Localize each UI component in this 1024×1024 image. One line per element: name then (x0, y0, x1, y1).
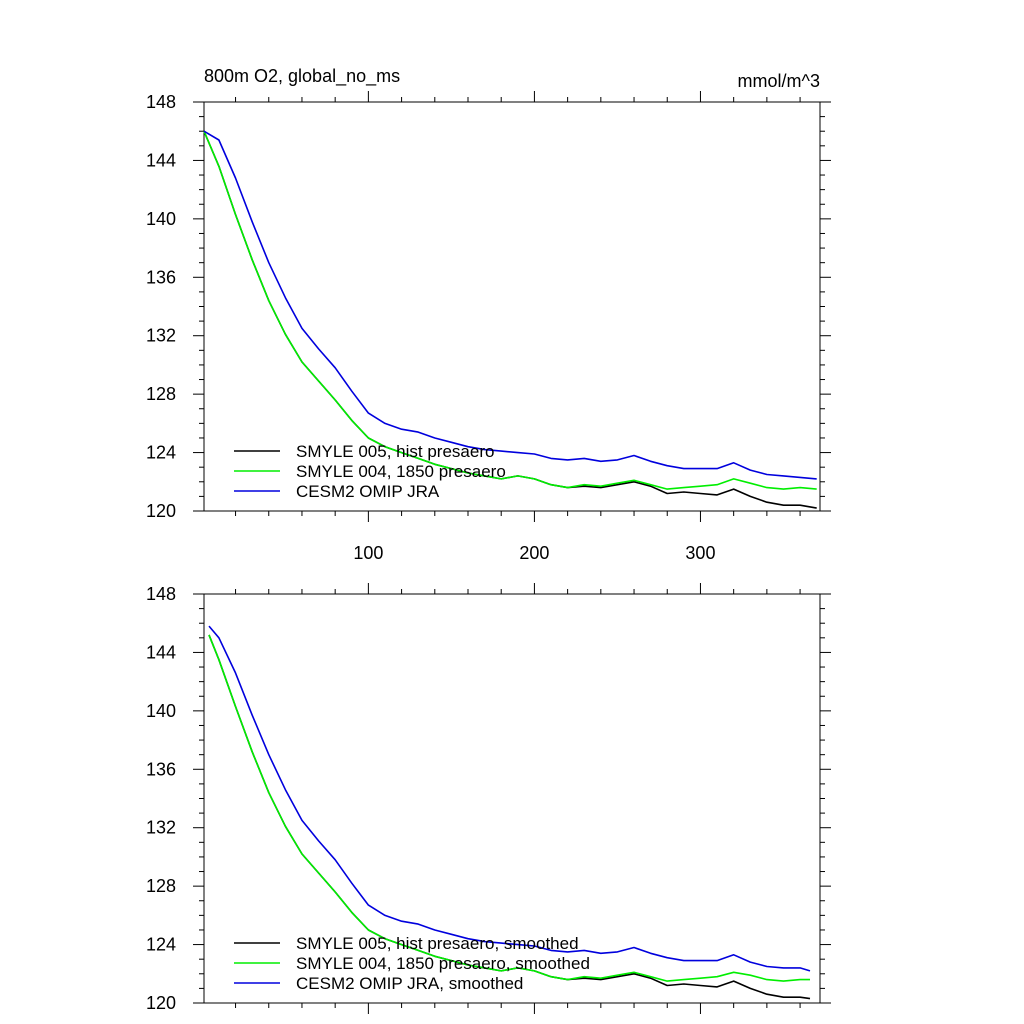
y-tick-label: 128 (146, 384, 176, 404)
series-line-3 (203, 130, 817, 480)
x-tick-label: 200 (519, 543, 549, 563)
y-tick-label: 140 (146, 701, 176, 721)
y-tick-label: 124 (146, 443, 176, 463)
y-tick-label: 132 (146, 326, 176, 346)
chart-title: 800m O2, global_no_ms (204, 66, 400, 87)
top-panel: 120 124 128 132 136 140 144 148 100 200 300 SMYLE 0… (146, 91, 831, 563)
y-tick-label: 148 (146, 92, 176, 112)
series-line-2 (208, 634, 810, 982)
y-tick-label: 144 (146, 642, 176, 662)
y-tick-label: 140 (146, 209, 176, 229)
legend-label: SMYLE 005, hist presaero, smoothed (296, 934, 579, 953)
x-tick-label: 300 (685, 543, 715, 563)
series-line-3 (208, 625, 811, 972)
legend-label: CESM2 OMIP JRA, smoothed (296, 974, 523, 993)
y-tick-label: 128 (146, 876, 176, 896)
legend-label: CESM2 OMIP JRA (296, 482, 440, 501)
y-tick-label: 124 (146, 935, 176, 955)
y-tick-label: 120 (146, 993, 176, 1013)
y-tick-label: 132 (146, 818, 176, 838)
units-label: mmol/m^3 (738, 71, 820, 91)
y-tick-label: 144 (146, 150, 176, 170)
x-tick-label: 100 (353, 543, 383, 563)
y-tick-label: 120 (146, 501, 176, 521)
y-tick-label: 136 (146, 267, 176, 287)
legend-label: SMYLE 005, hist presaero (296, 442, 494, 461)
legend-label: SMYLE 004, 1850 presaero, smoothed (296, 954, 590, 973)
y-tick-label: 148 (146, 584, 176, 604)
legend-label: SMYLE 004, 1850 presaero (296, 462, 506, 481)
bottom-panel: 120 124 128 132 136 140 144 148 SMYLE 005, hist … (146, 583, 831, 1014)
y-tick-label: 136 (146, 759, 176, 779)
series-line-2 (203, 130, 817, 490)
